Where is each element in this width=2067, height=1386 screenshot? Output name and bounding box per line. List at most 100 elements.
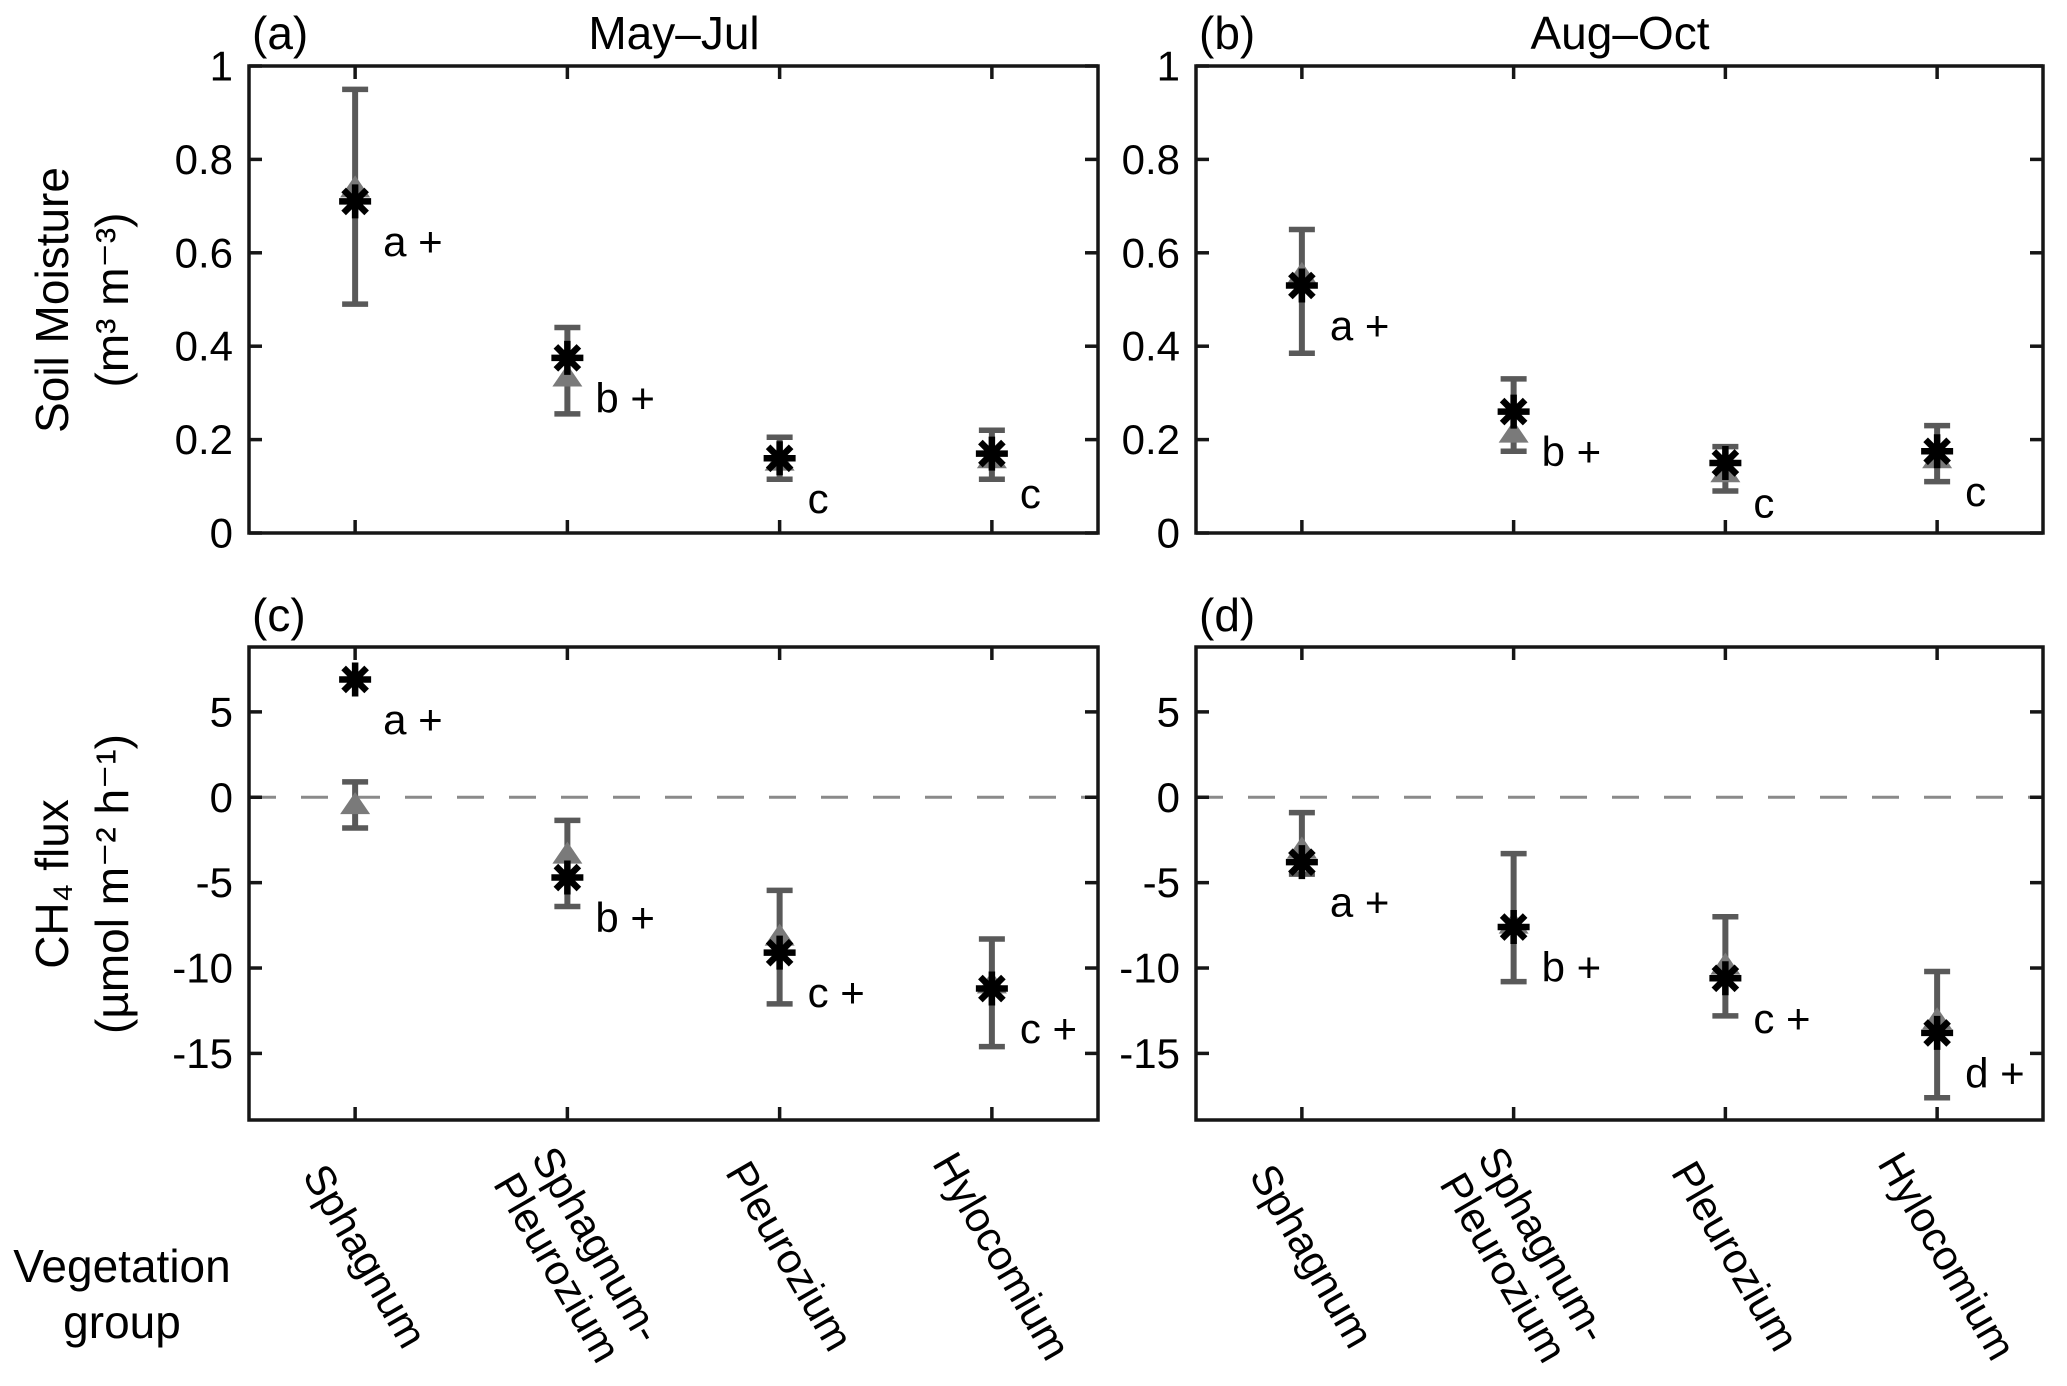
y-tick-label: 0.6	[175, 229, 233, 276]
category-tick-label: Pleurozium	[1663, 1153, 1809, 1358]
y-tick-label: -5	[1143, 859, 1180, 906]
y-axis-label-line: Soil Moisture	[26, 167, 78, 433]
star-marker	[1285, 845, 1318, 880]
panel-letter-c: (c)	[252, 589, 306, 641]
star-marker	[551, 340, 584, 375]
y-tick-label: 0	[210, 774, 233, 821]
y-tick-label: -15	[1119, 1030, 1180, 1077]
y-tick-label: 0.2	[1122, 416, 1180, 463]
y-tick-label: 0	[1157, 510, 1180, 557]
significance-label: c	[1020, 470, 1041, 517]
data-point-c-4: c +	[975, 936, 1077, 1052]
star-marker	[339, 184, 372, 219]
y-tick-label: -15	[172, 1030, 233, 1077]
data-point-a-4: c	[975, 427, 1041, 517]
y-tick-label: 0.4	[175, 323, 233, 370]
data-point-b-1: a +	[1285, 226, 1390, 356]
data-point-d-3: c +	[1709, 914, 1811, 1042]
y-tick-label: -10	[1119, 945, 1180, 992]
y-axis-label-line: CH₄ flux	[26, 799, 78, 969]
y-tick-label: 0.8	[175, 136, 233, 183]
triangle-marker	[1498, 420, 1529, 443]
significance-label: b +	[595, 374, 655, 421]
column-title-may-jul: May–Jul	[588, 7, 760, 59]
category-tick-label: Pleurozium	[717, 1153, 863, 1358]
triangle-marker	[552, 364, 583, 387]
category-tick-label: Sphagnum	[1241, 1156, 1383, 1355]
x-axis-label-line: Vegetation	[13, 1240, 231, 1292]
panel-a: a + b + c c 0 0.2 0.4 0.6 0.8 1	[175, 43, 1100, 557]
y-tick-label: 0.8	[1122, 136, 1180, 183]
significance-label: c +	[1753, 995, 1810, 1042]
star-marker	[975, 436, 1008, 471]
significance-label: c +	[808, 969, 865, 1016]
significance-label: d +	[1965, 1049, 2025, 1096]
y-axis-label-soil-moisture: Soil Moisture (m³ m⁻³)	[22, 167, 142, 433]
x-axis-label-vegetation-group: Vegetation group	[13, 1238, 230, 1350]
data-point-d-2: b +	[1497, 850, 1601, 991]
data-point-b-2: b +	[1497, 376, 1602, 475]
panel-letter-a: (a)	[252, 7, 309, 59]
triangle-marker	[764, 923, 795, 946]
panel-letter-b: (b)	[1199, 7, 1256, 59]
star-marker	[1709, 445, 1742, 480]
significance-label: c	[808, 475, 829, 522]
y-tick-label: 1	[1157, 43, 1180, 90]
data-point-a-2: b +	[551, 324, 655, 421]
star-marker	[1497, 910, 1530, 945]
triangle-marker	[552, 841, 583, 864]
y-axis-label-ch4-flux: CH₄ flux (µmol m⁻² h⁻¹)	[22, 734, 142, 1034]
panel-letter-d: (d)	[1199, 589, 1256, 641]
star-marker	[975, 971, 1008, 1006]
data-point-b-4: c	[1921, 422, 1986, 515]
y-tick-label: 1	[210, 43, 233, 90]
panel-border	[1194, 64, 2045, 535]
y-tick-label: 0.2	[175, 416, 233, 463]
y-tick-label: 0	[210, 510, 233, 557]
star-marker	[763, 935, 796, 970]
column-title-aug-oct: Aug–Oct	[1530, 7, 1710, 59]
y-tick-label: 0.4	[1122, 323, 1180, 370]
star-marker	[1709, 961, 1742, 996]
y-tick-label: -5	[196, 859, 233, 906]
panel-border	[247, 64, 1100, 535]
y-axis-label-units: (m³ m⁻³)	[86, 212, 138, 388]
panel-c: a + b + c + c + 5 0 -5 -10 -15 Sphagnum Sphagnum-P…	[172, 645, 1100, 1370]
y-tick-label: 5	[1157, 688, 1180, 735]
data-point-a-1: a +	[339, 86, 443, 307]
y-axis-label-units: (µmol m⁻² h⁻¹)	[86, 734, 138, 1034]
y-tick-label: -10	[172, 945, 233, 992]
significance-label: b +	[595, 894, 655, 941]
panel-d: a + b + c + d + 5 0 -5 -10 -15 Sphagnum Sphagnum-P…	[1119, 645, 2045, 1374]
category-tick-label: Hylocomium	[1869, 1144, 2025, 1368]
data-point-d-1: a +	[1285, 809, 1390, 926]
significance-label: a +	[1330, 879, 1390, 926]
category-tick-label: Sphagnum-Pleurozium	[1429, 1139, 1618, 1374]
star-marker	[1921, 1015, 1954, 1050]
star-marker	[1497, 394, 1530, 429]
y-tick-label: 5	[210, 688, 233, 735]
significance-label: a +	[1330, 302, 1390, 349]
significance-label: a +	[383, 218, 443, 265]
panel-border	[1194, 645, 2045, 1122]
star-marker	[551, 860, 584, 895]
category-tick-label: Sphagnum	[294, 1156, 436, 1355]
significance-label: b +	[1542, 428, 1602, 475]
y-tick-label: 0	[1157, 774, 1180, 821]
panel-border	[247, 645, 1100, 1122]
triangle-marker	[340, 792, 371, 815]
star-marker	[763, 441, 796, 476]
x-axis-label-line: group	[63, 1296, 181, 1348]
data-point-d-4: d +	[1921, 968, 2025, 1101]
star-marker	[1285, 268, 1318, 303]
panel-b: a + b + c c 0 0.2 0.4 0.6 0.8 1	[1122, 43, 2045, 557]
significance-label: a +	[383, 696, 443, 743]
data-point-c-3: c +	[763, 887, 865, 1016]
significance-label: c +	[1020, 1005, 1077, 1052]
data-point-c-1: a +	[339, 662, 443, 831]
data-point-c-2: b +	[551, 817, 655, 941]
y-tick-label: 0.6	[1122, 229, 1180, 276]
significance-label: c	[1965, 468, 1986, 515]
